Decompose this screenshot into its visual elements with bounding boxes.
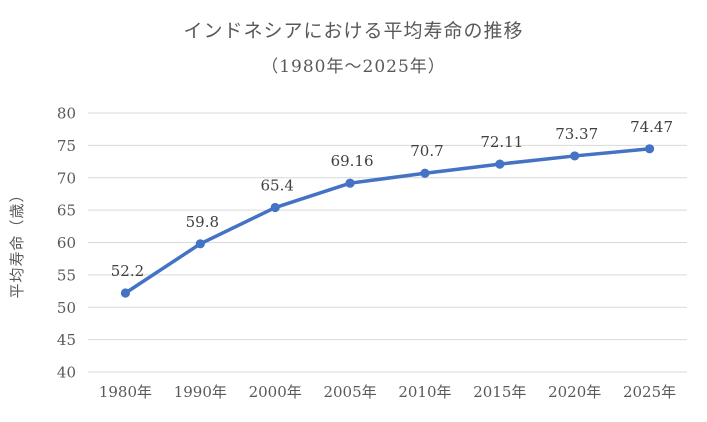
data-point-label: 72.11 [480, 133, 523, 151]
data-point-marker [420, 168, 430, 178]
y-axis-tick-label: 70 [57, 169, 76, 187]
series-line [123, 147, 652, 295]
y-axis-tick-label: 45 [57, 331, 76, 349]
data-point-marker [345, 178, 355, 188]
data-point-label: 70.7 [410, 142, 443, 160]
y-axis-tick-label: 60 [57, 234, 76, 252]
x-axis-tick-label: 2010年 [398, 383, 451, 401]
data-point-label: 65.4 [260, 177, 293, 195]
y-axis-tick-label: 55 [57, 266, 76, 284]
x-axis-tick-label: 2005年 [323, 383, 376, 401]
chart-title: インドネシアにおける平均寿命の推移 [183, 20, 524, 42]
data-point-label: 73.37 [555, 125, 598, 143]
data-point-marker [644, 144, 655, 154]
x-axis-tick-label: 2025年 [623, 383, 676, 401]
chart-subtitle: （1980年〜2025年） [261, 57, 446, 77]
y-axis-title: 平均寿命（歳） [8, 186, 26, 298]
data-point-label: 69.16 [331, 152, 374, 170]
data-point-label: 52.2 [111, 262, 144, 280]
y-axis-tick-label: 50 [57, 299, 76, 317]
x-axis-tick-label: 1990年 [174, 383, 227, 401]
x-axis-tick-label: 2015年 [473, 383, 526, 401]
x-axis-tick-label: 2000年 [249, 383, 302, 401]
y-axis-tick-label: 65 [57, 202, 76, 220]
data-point-marker [270, 202, 280, 213]
x-axis-tick-label: 2020年 [548, 383, 601, 401]
data-point-marker [570, 151, 580, 161]
data-point-marker [195, 239, 205, 249]
data-point-marker [120, 288, 131, 298]
data-point-label: 74.47 [630, 118, 673, 136]
y-axis-tick-label: 75 [57, 137, 76, 155]
y-axis-tick-label: 80 [57, 105, 76, 123]
x-axis-tick-label: 1980年 [99, 383, 152, 401]
data-point-marker [495, 159, 505, 169]
y-axis-tick-label: 40 [57, 364, 76, 382]
data-point-label: 59.8 [186, 213, 219, 231]
